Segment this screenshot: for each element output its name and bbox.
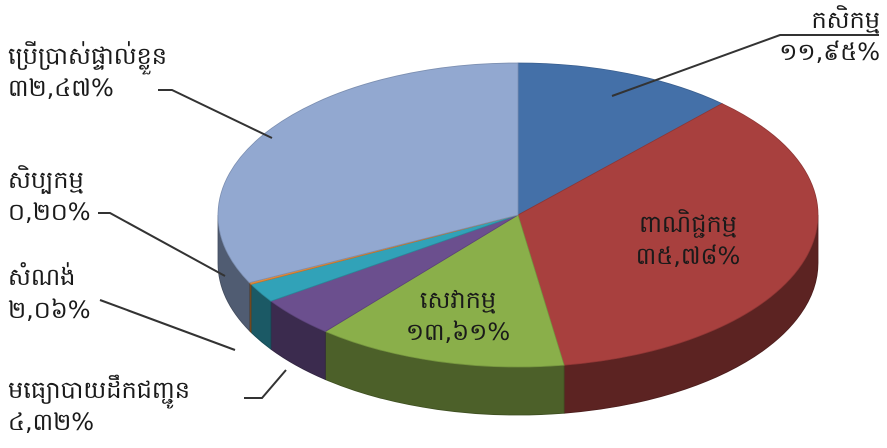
- slice-5-label-name: សំណង់: [8, 262, 75, 291]
- slice-2-label-name: ពាណិជ្ជកម្ម: [639, 209, 737, 238]
- slice-7-label-value: ៣២,៤៧%: [8, 74, 114, 102]
- slice-5-leader-line: [99, 299, 236, 351]
- leader-lines: [98, 34, 879, 399]
- slice-7-leader-line: [158, 89, 273, 139]
- slice-7-top: [217, 62, 519, 284]
- slice-4-leader-line: [244, 369, 287, 399]
- slice-1-label-name: កសិកម្ម: [811, 5, 880, 34]
- slice-2-label-value: ៣៥,៧៨%: [636, 242, 741, 270]
- slice-4-label-value: ៤,៣២%: [8, 408, 94, 436]
- slice-2-top: [517, 103, 819, 366]
- pie-depth-layer: [217, 214, 819, 416]
- slice-3-top: [324, 214, 565, 368]
- slice-4-label-name: មធ្យោបាយដឹកជញ្ជូន: [8, 374, 190, 409]
- slice-labels: កសិកម្ម១១,៩៥% ពាណិជ្ជកម្ម៣៥,៧៨% សេវាកម្ម១៣…: [8, 5, 880, 436]
- slice-3-label-value: ១៣,៦១%: [406, 318, 510, 346]
- slice-7-label-name: ប្រើប្រាស់ផ្ទាល់ខ្លួន: [8, 41, 167, 75]
- slice-1-top: [517, 62, 723, 216]
- slice-3-label-name: សេវាកម្ម: [420, 286, 496, 314]
- slice-6-leader-line: [98, 212, 226, 277]
- slice-5-label-value: ២,០៦%: [8, 296, 91, 324]
- slice-1-label-value: ១១,៩៥%: [779, 38, 880, 66]
- slice-1-leader-line: [611, 34, 879, 97]
- slice-6-label-value: ០,២០%: [8, 198, 91, 226]
- slice-6-label-name: សិប្បកម្ម: [8, 165, 84, 194]
- pie-top-layer: [217, 62, 819, 368]
